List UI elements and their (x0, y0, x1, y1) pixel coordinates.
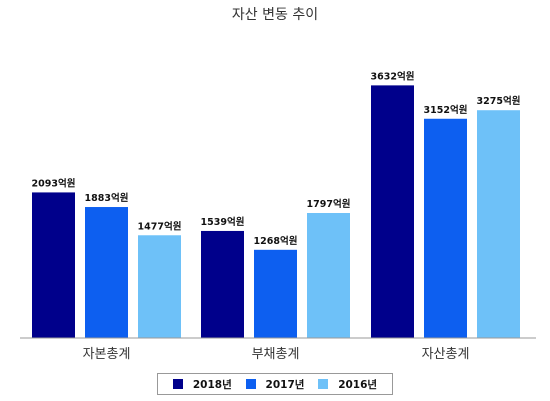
legend-swatch-2017 (245, 379, 256, 389)
bar-자산총계-2017년[interactable] (424, 118, 467, 338)
category-labels: 자본총계 부채총계 자산총계 (83, 347, 470, 362)
legend-swatch-2016 (318, 379, 329, 389)
bar-부채총계-2017년[interactable] (254, 249, 297, 338)
data-label-자산총계-2018년: 3632억원 (371, 70, 415, 82)
legend-item-2016[interactable]: 2016년 (318, 377, 377, 392)
data-label-부채총계-2018년: 1539억원 (201, 216, 245, 228)
legend-item-2017[interactable]: 2017년 (245, 377, 305, 392)
legend-label-2018: 2018년 (192, 378, 232, 391)
legend-swatch-2018 (172, 379, 183, 389)
chart-title: 자산 변동 추이 (232, 7, 318, 23)
data-label-자산총계-2017년: 3152억원 (424, 104, 468, 116)
data-label-자산총계-2016년: 3275억원 (477, 95, 521, 107)
bar-자본총계-2018년[interactable] (32, 192, 75, 338)
legend-label-2017: 2017년 (265, 378, 305, 391)
bar-자산총계-2016년[interactable] (477, 110, 520, 338)
legend: 2018년 2017년 2016년 (157, 373, 393, 395)
legend-label-2016: 2016년 (338, 378, 378, 391)
bar-자본총계-2016년[interactable] (138, 235, 181, 338)
bar-자산총계-2018년[interactable] (371, 85, 414, 338)
legend-item-2018[interactable]: 2018년 (172, 377, 232, 392)
data-label-자본총계-2018년: 2093억원 (32, 177, 76, 189)
bar-자본총계-2017년[interactable] (85, 207, 128, 338)
data-label-부채총계-2017년: 1268억원 (254, 235, 298, 247)
bar-부채총계-2018년[interactable] (201, 230, 244, 338)
category-label-자본총계: 자본총계 (83, 347, 131, 362)
bar-부채총계-2016년[interactable] (307, 213, 350, 338)
category-label-부채총계: 부채총계 (252, 347, 300, 362)
category-label-자산총계: 자산총계 (422, 347, 470, 362)
data-label-부채총계-2016년: 1797억원 (307, 198, 351, 210)
data-label-자본총계-2017년: 1883억원 (85, 192, 129, 204)
data-label-자본총계-2016년: 1477억원 (138, 220, 182, 232)
bars-layer: 2093억원 1883억원 1477억원 1539억원 1268억원 1797억원 3632… (32, 70, 521, 338)
